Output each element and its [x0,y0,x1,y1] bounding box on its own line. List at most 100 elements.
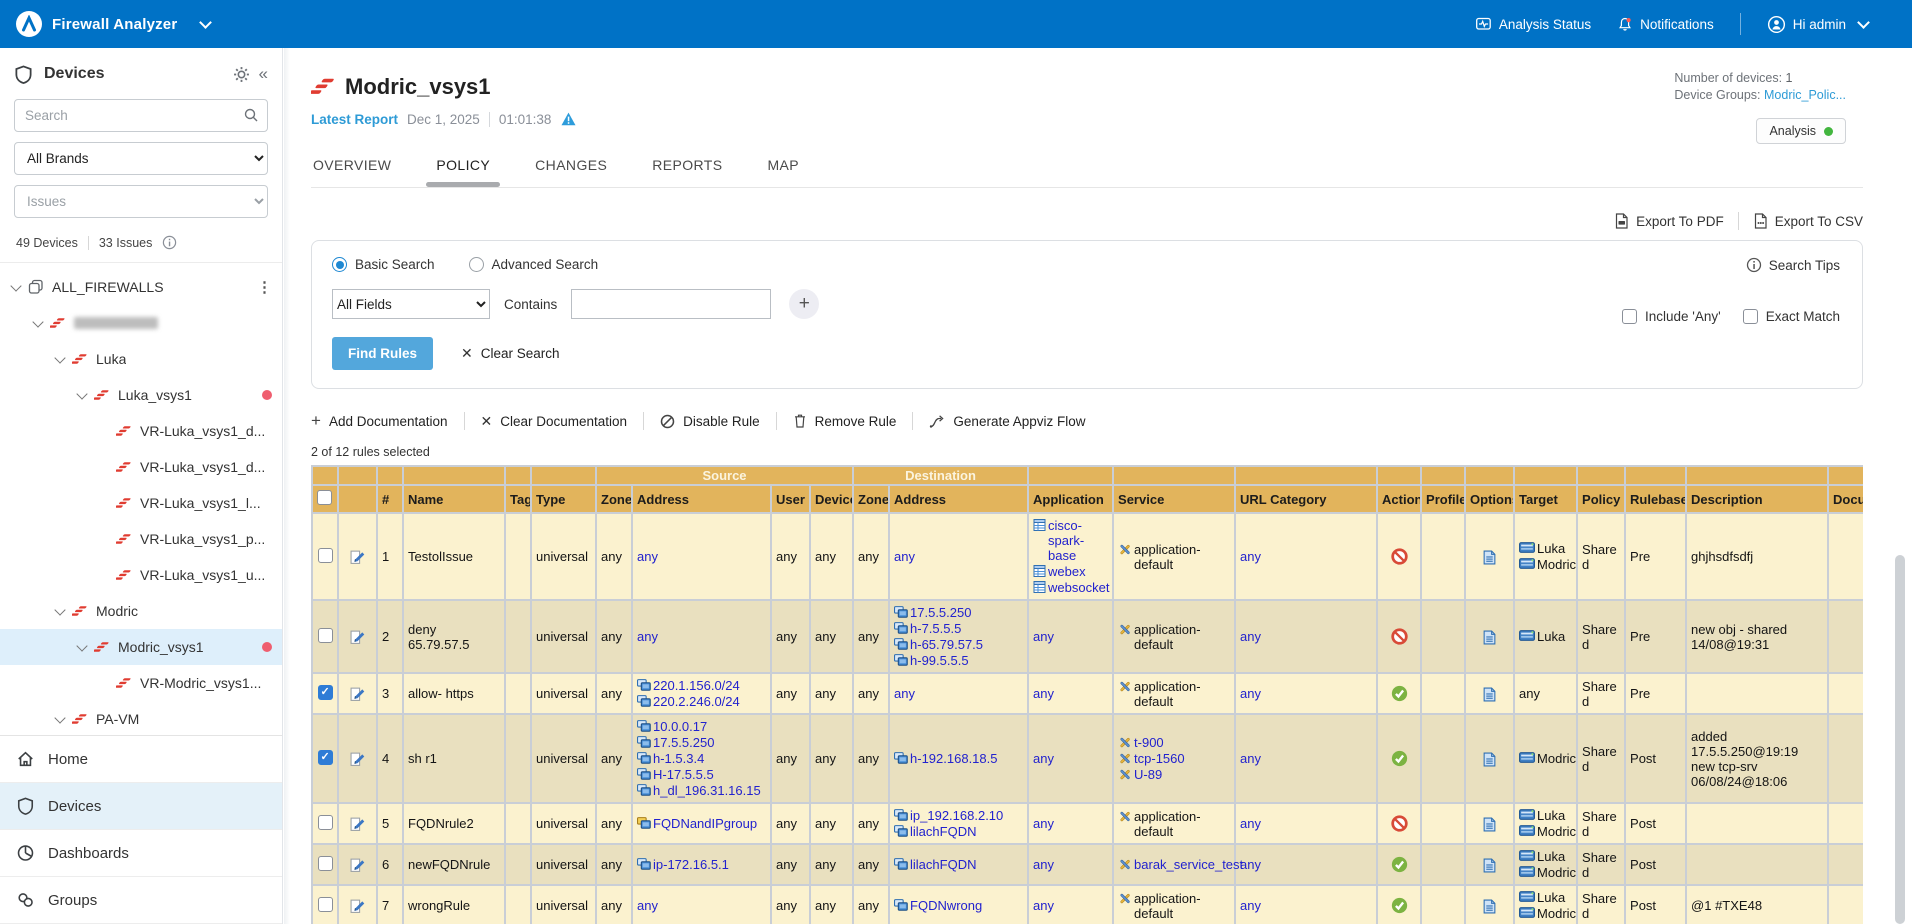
clear-search-button[interactable]: ✕ Clear Search [461,345,560,361]
warning-icon[interactable] [560,111,577,127]
column-header-application[interactable]: Application [1029,486,1113,512]
edit-icon[interactable] [350,816,366,832]
column-header-user[interactable]: User [772,486,809,512]
collapse-sidebar-icon[interactable]: « [258,64,268,83]
object-link[interactable]: any [894,686,915,701]
cell-link[interactable]: any [1240,898,1261,913]
row-checkbox[interactable] [317,814,333,830]
log-icon[interactable] [1483,817,1496,832]
row-checkbox[interactable] [317,627,333,643]
tree-item-vr-luka-vsys1-d-[interactable]: VR-Luka_vsys1_d... [0,413,282,449]
object-link[interactable]: 220.1.156.0/24 [653,678,740,693]
latest-report-link[interactable]: Latest Report [311,111,399,127]
column-header-rulebase[interactable]: Rulebase [1626,486,1686,512]
object-link[interactable]: h-192.168.18.5 [910,751,998,766]
column-header-device[interactable]: Device [811,486,853,512]
object-link[interactable]: any [1033,816,1054,831]
device-groups-link[interactable]: Modric_Polic... [1764,88,1846,102]
column-header-description[interactable]: Description [1687,486,1828,512]
column-header-service[interactable]: Service [1114,486,1235,512]
include-any-checkbox[interactable]: Include 'Any' [1622,309,1721,324]
cell-link[interactable]: any [1240,816,1261,831]
tree-item-vr-modric-vsys1-[interactable]: VR-Modric_vsys1... [0,665,282,701]
advanced-search-radio[interactable]: Advanced Search [468,257,598,272]
object-link[interactable]: webex [1048,564,1086,579]
object-link[interactable]: 220.2.246.0/24 [653,694,740,709]
brand-area[interactable]: Firewall Analyzer [0,11,213,37]
column-header-action[interactable]: Action [1378,486,1421,512]
log-icon[interactable] [1483,687,1496,702]
search-tips-button[interactable]: Search Tips [1746,257,1840,273]
row-checkbox[interactable] [317,896,333,912]
tab-map[interactable]: MAP [765,157,801,187]
tree-item-vr-luka-vsys1-u-[interactable]: VR-Luka_vsys1_u... [0,557,282,593]
object-link[interactable]: 17.5.5.250 [653,735,715,750]
object-link[interactable]: websocket [1048,580,1110,595]
edit-icon[interactable] [350,751,366,767]
column-header-target[interactable]: Target [1515,486,1577,512]
cell-link[interactable]: any [1240,549,1261,564]
analysis-badge[interactable]: Analysis [1756,118,1846,144]
sidebar-item-groups[interactable]: Groups [0,877,282,924]
log-icon[interactable] [1483,550,1496,565]
object-link[interactable]: any [637,549,658,564]
cell-link[interactable]: any [1240,686,1261,701]
object-link[interactable]: H-17.5.5.5 [653,767,714,782]
column-header-tag[interactable]: Tag [506,486,530,512]
object-link[interactable]: t-900 [1134,735,1164,750]
add-documentation-button[interactable]: + Add Documentation [311,411,448,430]
object-link[interactable]: lilachFQDN [910,824,977,839]
object-link[interactable]: any [637,629,658,644]
edit-icon[interactable] [350,857,366,873]
row-checkbox[interactable] [317,547,333,563]
tree-item-vr-luka-vsys1-l-[interactable]: VR-Luka_vsys1_l... [0,485,282,521]
edit-icon[interactable] [350,686,366,702]
object-link[interactable]: any [894,549,915,564]
object-link[interactable]: any [1033,898,1054,913]
log-icon[interactable] [1483,752,1496,767]
clear-documentation-button[interactable]: ✕ Clear Documentation [480,412,628,429]
exact-match-checkbox[interactable]: Exact Match [1742,309,1840,324]
tree-item-vr-luka-vsys1-d-[interactable]: VR-Luka_vsys1_d... [0,449,282,485]
tab-overview[interactable]: OVERVIEW [311,157,393,187]
column-header-type[interactable]: Type [532,486,595,512]
row-checkbox[interactable] [317,855,333,871]
sidebar-item-dashboards[interactable]: Dashboards [0,830,282,877]
edit-icon[interactable] [350,629,366,645]
notifications-button[interactable]: Notifications [1617,16,1714,33]
chevron-down-icon[interactable] [54,603,66,616]
object-link[interactable]: cisco-spark-base [1048,518,1085,563]
disable-rule-button[interactable]: Disable Rule [660,414,760,429]
log-icon[interactable] [1483,899,1496,914]
object-link[interactable]: any [1033,857,1054,872]
column-header-name[interactable]: Name [404,486,504,512]
edit-icon[interactable] [350,549,366,565]
column-header-url-category[interactable]: URL Category [1236,486,1377,512]
object-link[interactable]: 10.0.0.17 [653,719,708,734]
add-criteria-button[interactable]: + [789,289,820,319]
log-icon[interactable] [1483,630,1496,645]
generate-appviz-button[interactable]: Generate Appviz Flow [929,414,1086,429]
object-link[interactable]: h-1.5.3.4 [653,751,705,766]
log-icon[interactable] [1483,858,1496,873]
issues-filter-select[interactable]: Issues [14,185,268,218]
object-link[interactable]: U-89 [1134,767,1163,782]
export-csv-button[interactable]: Export To CSV [1753,213,1863,229]
sidebar-item-home[interactable]: Home [0,736,282,783]
tree-item-all-firewalls[interactable]: ALL_FIREWALLS ⋮ [0,269,282,305]
column-header-policy[interactable]: Policy [1578,486,1625,512]
tree-item-pa-vm[interactable]: PA-VM [0,701,282,735]
object-link[interactable]: h-65.79.57.5 [910,637,984,652]
cell-link[interactable]: any [1240,629,1261,644]
object-link[interactable]: any [1033,629,1054,644]
object-link[interactable]: h-99.5.5.5 [910,653,969,668]
tree-item-vr-luka-vsys1-p-[interactable]: VR-Luka_vsys1_p... [0,521,282,557]
gear-icon[interactable] [233,66,250,83]
sidebar-item-devices[interactable]: Devices [0,783,282,830]
object-link[interactable]: any [1033,751,1054,766]
tab-policy[interactable]: POLICY [426,157,501,187]
find-rules-button[interactable]: Find Rules [332,337,434,370]
object-link[interactable]: lilachFQDN [910,857,977,872]
search-input[interactable] [14,99,268,132]
object-link[interactable]: tcp-1560 [1134,751,1185,766]
